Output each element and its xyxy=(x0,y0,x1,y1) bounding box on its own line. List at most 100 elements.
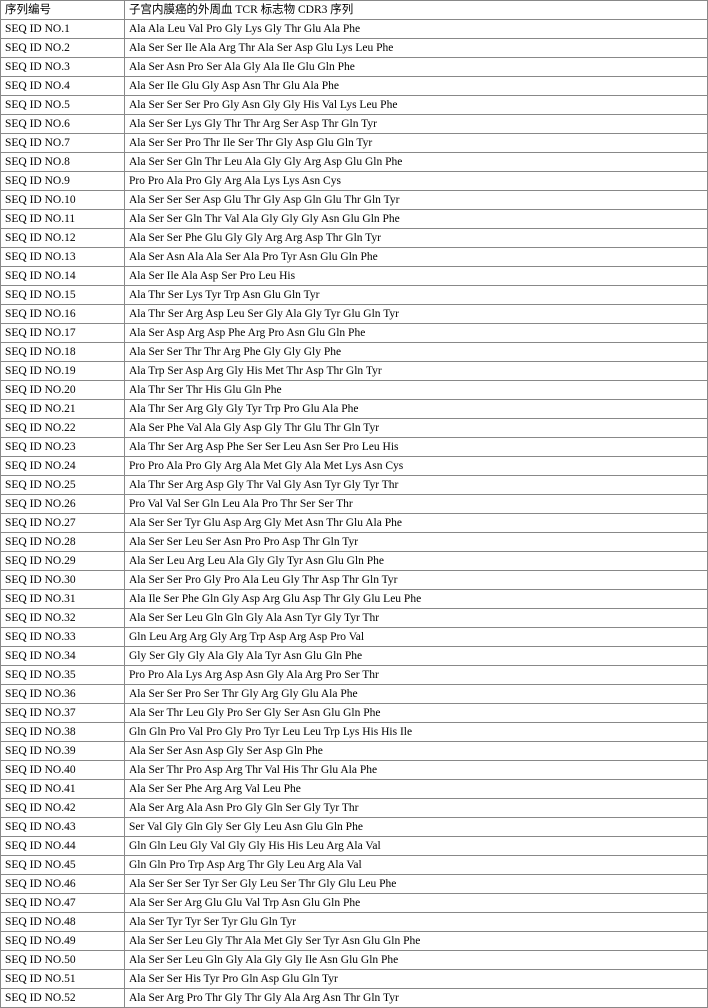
cell-seq-id: SEQ ID NO.9 xyxy=(1,172,125,191)
cell-seq-id: SEQ ID NO.15 xyxy=(1,286,125,305)
cell-seq-id: SEQ ID NO.29 xyxy=(1,552,125,571)
cell-seq-id: SEQ ID NO.35 xyxy=(1,666,125,685)
cell-seq-value: Ala Ser Ser Phe Glu Gly Gly Arg Arg Asp … xyxy=(125,229,708,248)
table-row: SEQ ID NO.47Ala Ser Ser Arg Glu Glu Val … xyxy=(1,894,708,913)
table-row: SEQ ID NO.35Pro Pro Ala Lys Arg Asp Asn … xyxy=(1,666,708,685)
cell-seq-id: SEQ ID NO.6 xyxy=(1,115,125,134)
table-row: SEQ ID NO.33Gln Leu Arg Arg Gly Arg Trp … xyxy=(1,628,708,647)
table-row: SEQ ID NO.14Ala Ser Ile Ala Asp Ser Pro … xyxy=(1,267,708,286)
cell-seq-value: Ala Ser Ser Ser Tyr Ser Gly Leu Ser Thr … xyxy=(125,875,708,894)
header-col-seq: 子宫内膜癌的外周血 TCR 标志物 CDR3 序列 xyxy=(125,1,708,20)
cell-seq-value: Gln Gln Leu Gly Val Gly Gly His His Leu … xyxy=(125,837,708,856)
cell-seq-id: SEQ ID NO.40 xyxy=(1,761,125,780)
cell-seq-value: Gln Leu Arg Arg Gly Arg Trp Asp Arg Asp … xyxy=(125,628,708,647)
cell-seq-id: SEQ ID NO.44 xyxy=(1,837,125,856)
table-row: SEQ ID NO.24Pro Pro Ala Pro Gly Arg Ala … xyxy=(1,457,708,476)
cell-seq-value: Ala Ser Ser Pro Gly Pro Ala Leu Gly Thr … xyxy=(125,571,708,590)
table-row: SEQ ID NO.44Gln Gln Leu Gly Val Gly Gly … xyxy=(1,837,708,856)
table-row: SEQ ID NO.28Ala Ser Ser Leu Ser Asn Pro … xyxy=(1,533,708,552)
table-row: SEQ ID NO.18Ala Ser Ser Thr Thr Arg Phe … xyxy=(1,343,708,362)
cell-seq-id: SEQ ID NO.5 xyxy=(1,96,125,115)
table-row: SEQ ID NO.5Ala Ser Ser Ser Pro Gly Asn G… xyxy=(1,96,708,115)
cell-seq-id: SEQ ID NO.38 xyxy=(1,723,125,742)
table-row: SEQ ID NO.30Ala Ser Ser Pro Gly Pro Ala … xyxy=(1,571,708,590)
sequence-table: 序列编号 子宫内膜癌的外周血 TCR 标志物 CDR3 序列 SEQ ID NO… xyxy=(0,0,708,1008)
table-row: SEQ ID NO.12Ala Ser Ser Phe Glu Gly Gly … xyxy=(1,229,708,248)
cell-seq-value: Ser Val Gly Gln Gly Ser Gly Leu Asn Glu … xyxy=(125,818,708,837)
cell-seq-value: Ala Ser Ser His Tyr Pro Gln Asp Glu Gln … xyxy=(125,970,708,989)
cell-seq-id: SEQ ID NO.13 xyxy=(1,248,125,267)
header-col-id: 序列编号 xyxy=(1,1,125,20)
table-row: SEQ ID NO.7Ala Ser Ser Pro Thr Ile Ser T… xyxy=(1,134,708,153)
table-row: SEQ ID NO.29Ala Ser Leu Arg Leu Ala Gly … xyxy=(1,552,708,571)
cell-seq-value: Gln Gln Pro Trp Asp Arg Thr Gly Leu Arg … xyxy=(125,856,708,875)
cell-seq-id: SEQ ID NO.36 xyxy=(1,685,125,704)
cell-seq-value: Ala Ser Ile Ala Asp Ser Pro Leu His xyxy=(125,267,708,286)
table-row: SEQ ID NO.1Ala Ala Leu Val Pro Gly Lys G… xyxy=(1,20,708,39)
cell-seq-id: SEQ ID NO.32 xyxy=(1,609,125,628)
cell-seq-id: SEQ ID NO.34 xyxy=(1,647,125,666)
table-row: SEQ ID NO.11Ala Ser Ser Gln Thr Val Ala … xyxy=(1,210,708,229)
cell-seq-id: SEQ ID NO.19 xyxy=(1,362,125,381)
cell-seq-value: Ala Ser Ser Ile Ala Arg Thr Ala Ser Asp … xyxy=(125,39,708,58)
table-row: SEQ ID NO.23Ala Thr Ser Arg Asp Phe Ser … xyxy=(1,438,708,457)
table-row: SEQ ID NO.4Ala Ser Ile Glu Gly Asp Asn T… xyxy=(1,77,708,96)
cell-seq-value: Ala Ser Ser Leu Gln Gly Ala Gly Gly Ile … xyxy=(125,951,708,970)
table-row: SEQ ID NO.51Ala Ser Ser His Tyr Pro Gln … xyxy=(1,970,708,989)
cell-seq-id: SEQ ID NO.49 xyxy=(1,932,125,951)
cell-seq-value: Ala Ser Ser Leu Gly Thr Ala Met Gly Ser … xyxy=(125,932,708,951)
table-row: SEQ ID NO.22Ala Ser Phe Val Ala Gly Asp … xyxy=(1,419,708,438)
table-row: SEQ ID NO.21Ala Thr Ser Arg Gly Gly Tyr … xyxy=(1,400,708,419)
cell-seq-id: SEQ ID NO.2 xyxy=(1,39,125,58)
cell-seq-value: Ala Ala Leu Val Pro Gly Lys Gly Thr Glu … xyxy=(125,20,708,39)
cell-seq-id: SEQ ID NO.42 xyxy=(1,799,125,818)
cell-seq-id: SEQ ID NO.10 xyxy=(1,191,125,210)
cell-seq-value: Ala Ser Arg Ala Asn Pro Gly Gln Ser Gly … xyxy=(125,799,708,818)
table-row: SEQ ID NO.8Ala Ser Ser Gln Thr Leu Ala G… xyxy=(1,153,708,172)
cell-seq-id: SEQ ID NO.4 xyxy=(1,77,125,96)
table-row: SEQ ID NO.49Ala Ser Ser Leu Gly Thr Ala … xyxy=(1,932,708,951)
cell-seq-id: SEQ ID NO.31 xyxy=(1,590,125,609)
table-row: SEQ ID NO.6Ala Ser Ser Lys Gly Thr Thr A… xyxy=(1,115,708,134)
cell-seq-value: Ala Ser Arg Pro Thr Gly Thr Gly Ala Arg … xyxy=(125,989,708,1008)
table-row: SEQ ID NO.37Ala Ser Thr Leu Gly Pro Ser … xyxy=(1,704,708,723)
table-head: 序列编号 子宫内膜癌的外周血 TCR 标志物 CDR3 序列 xyxy=(1,1,708,20)
cell-seq-id: SEQ ID NO.22 xyxy=(1,419,125,438)
table-row: SEQ ID NO.43Ser Val Gly Gln Gly Ser Gly … xyxy=(1,818,708,837)
table-row: SEQ ID NO.13Ala Ser Asn Ala Ala Ser Ala … xyxy=(1,248,708,267)
table-row: SEQ ID NO.34Gly Ser Gly Gly Ala Gly Ala … xyxy=(1,647,708,666)
cell-seq-value: Ala Ser Ser Pro Ser Thr Gly Arg Gly Glu … xyxy=(125,685,708,704)
cell-seq-id: SEQ ID NO.45 xyxy=(1,856,125,875)
cell-seq-id: SEQ ID NO.52 xyxy=(1,989,125,1008)
table-body: SEQ ID NO.1Ala Ala Leu Val Pro Gly Lys G… xyxy=(1,20,708,1008)
table-row: SEQ ID NO.39Ala Ser Ser Asn Asp Gly Ser … xyxy=(1,742,708,761)
cell-seq-id: SEQ ID NO.26 xyxy=(1,495,125,514)
cell-seq-value: Ala Ser Ser Leu Gln Gln Gly Ala Asn Tyr … xyxy=(125,609,708,628)
table-row: SEQ ID NO.38Gln Gln Pro Val Pro Gly Pro … xyxy=(1,723,708,742)
cell-seq-id: SEQ ID NO.43 xyxy=(1,818,125,837)
table-row: SEQ ID NO.42Ala Ser Arg Ala Asn Pro Gly … xyxy=(1,799,708,818)
cell-seq-value: Ala Ser Ser Ser Asp Glu Thr Gly Asp Gln … xyxy=(125,191,708,210)
cell-seq-value: Ala Ser Ser Leu Ser Asn Pro Pro Asp Thr … xyxy=(125,533,708,552)
cell-seq-value: Ala Ser Ser Gln Thr Val Ala Gly Gly Gly … xyxy=(125,210,708,229)
cell-seq-id: SEQ ID NO.46 xyxy=(1,875,125,894)
cell-seq-id: SEQ ID NO.30 xyxy=(1,571,125,590)
cell-seq-id: SEQ ID NO.24 xyxy=(1,457,125,476)
cell-seq-value: Pro Val Val Ser Gln Leu Ala Pro Thr Ser … xyxy=(125,495,708,514)
cell-seq-id: SEQ ID NO.8 xyxy=(1,153,125,172)
cell-seq-id: SEQ ID NO.7 xyxy=(1,134,125,153)
cell-seq-id: SEQ ID NO.20 xyxy=(1,381,125,400)
cell-seq-value: Ala Thr Ser Arg Asp Phe Ser Ser Leu Asn … xyxy=(125,438,708,457)
cell-seq-value: Ala Ser Ser Ser Pro Gly Asn Gly Gly His … xyxy=(125,96,708,115)
cell-seq-id: SEQ ID NO.16 xyxy=(1,305,125,324)
cell-seq-value: Ala Thr Ser Arg Asp Gly Thr Val Gly Asn … xyxy=(125,476,708,495)
cell-seq-value: Ala Ser Ser Tyr Glu Asp Arg Gly Met Asn … xyxy=(125,514,708,533)
cell-seq-value: Ala Ser Ser Thr Thr Arg Phe Gly Gly Gly … xyxy=(125,343,708,362)
cell-seq-value: Ala Ser Ser Pro Thr Ile Ser Thr Gly Asp … xyxy=(125,134,708,153)
cell-seq-id: SEQ ID NO.12 xyxy=(1,229,125,248)
cell-seq-id: SEQ ID NO.1 xyxy=(1,20,125,39)
cell-seq-value: Pro Pro Ala Lys Arg Asp Asn Gly Ala Arg … xyxy=(125,666,708,685)
table-row: SEQ ID NO.36Ala Ser Ser Pro Ser Thr Gly … xyxy=(1,685,708,704)
cell-seq-id: SEQ ID NO.27 xyxy=(1,514,125,533)
table-row: SEQ ID NO.2Ala Ser Ser Ile Ala Arg Thr A… xyxy=(1,39,708,58)
